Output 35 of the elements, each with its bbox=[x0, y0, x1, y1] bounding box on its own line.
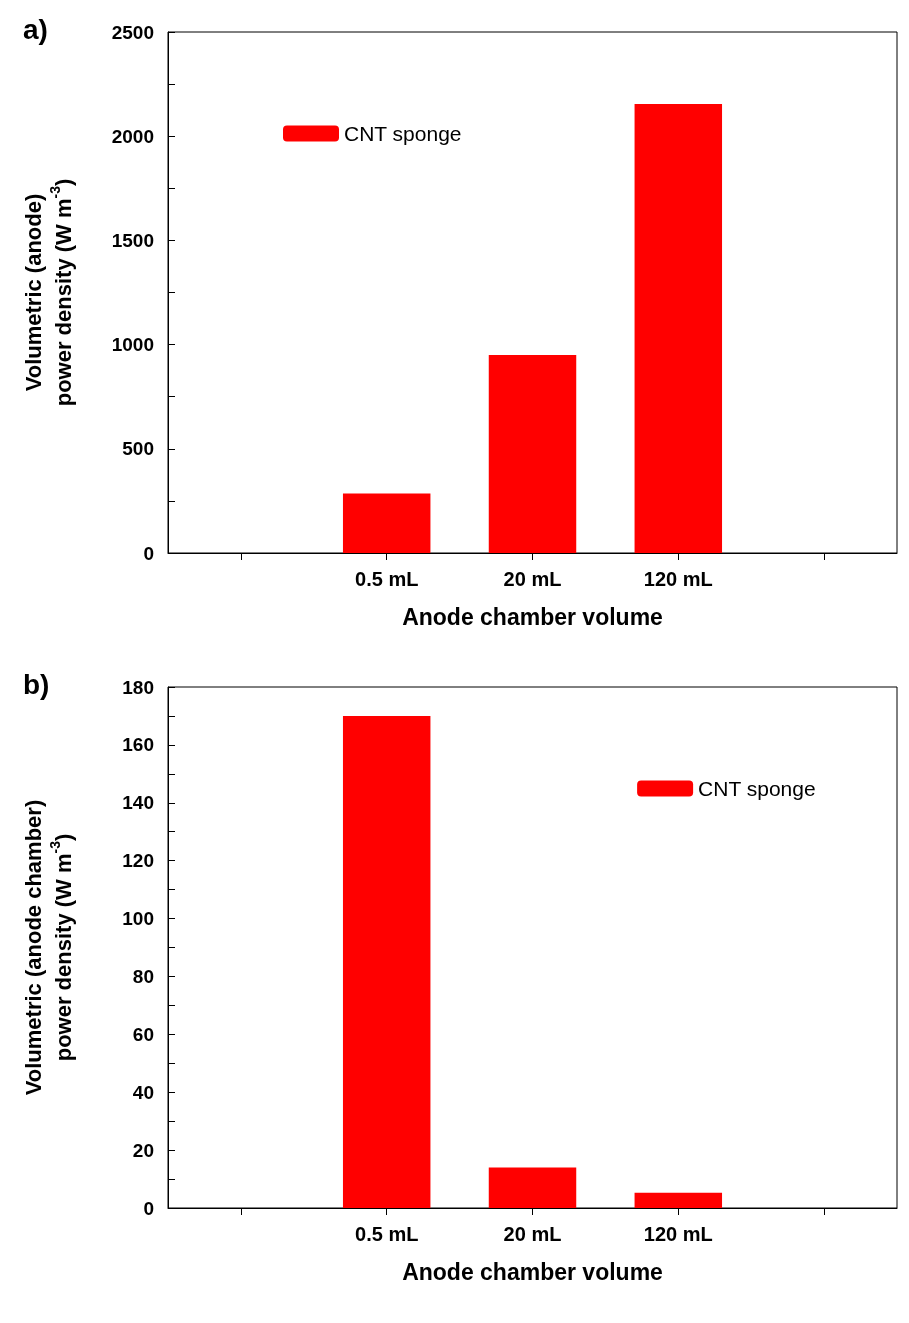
chart-title: a) bbox=[23, 13, 48, 45]
bar bbox=[488, 1167, 577, 1208]
x-tick-label: 120 mL bbox=[643, 1223, 713, 1245]
y-tick-label: 80 bbox=[132, 965, 154, 987]
x-tick-label: 0.5 mL bbox=[355, 568, 419, 590]
y-tick-label: 140 bbox=[122, 792, 154, 814]
y-tick-label: 120 bbox=[122, 850, 154, 872]
y-tick-label: 0 bbox=[143, 542, 154, 564]
y-tick-label: 160 bbox=[122, 734, 154, 756]
x-axis-title: Anode chamber volume bbox=[402, 1258, 663, 1285]
bar bbox=[342, 493, 431, 553]
y-tick-label: 2500 bbox=[111, 21, 154, 43]
y-tick-label: 60 bbox=[132, 1023, 154, 1045]
y-tick-label: 20 bbox=[132, 1139, 154, 1161]
y-tick-label: 0 bbox=[143, 1197, 154, 1219]
bar bbox=[634, 1192, 723, 1208]
bar bbox=[488, 355, 577, 553]
x-tick-label: 20 mL bbox=[503, 1223, 562, 1245]
y-tick-label: 2000 bbox=[111, 125, 154, 147]
x-tick-label: 20 mL bbox=[503, 568, 562, 590]
y-tick-label: 1000 bbox=[111, 334, 154, 356]
y-tick-label: 1500 bbox=[111, 229, 154, 251]
x-axis-title: Anode chamber volume bbox=[402, 603, 663, 630]
legend-label: CNT sponge bbox=[344, 122, 462, 145]
y-tick-label: 500 bbox=[122, 438, 154, 460]
chart-title: b) bbox=[23, 668, 50, 700]
y-axis-title: Volumetric (anode) power density (W m-3) bbox=[20, 178, 76, 407]
bar bbox=[634, 103, 723, 553]
legend-label: CNT sponge bbox=[698, 777, 816, 800]
bar bbox=[342, 715, 431, 1208]
x-tick-label: 0.5 mL bbox=[355, 1223, 419, 1245]
x-tick-label: 120 mL bbox=[643, 568, 713, 590]
y-tick-label: 100 bbox=[122, 908, 154, 930]
y-tick-label: 40 bbox=[132, 1081, 154, 1103]
y-tick-label: 180 bbox=[122, 676, 154, 698]
